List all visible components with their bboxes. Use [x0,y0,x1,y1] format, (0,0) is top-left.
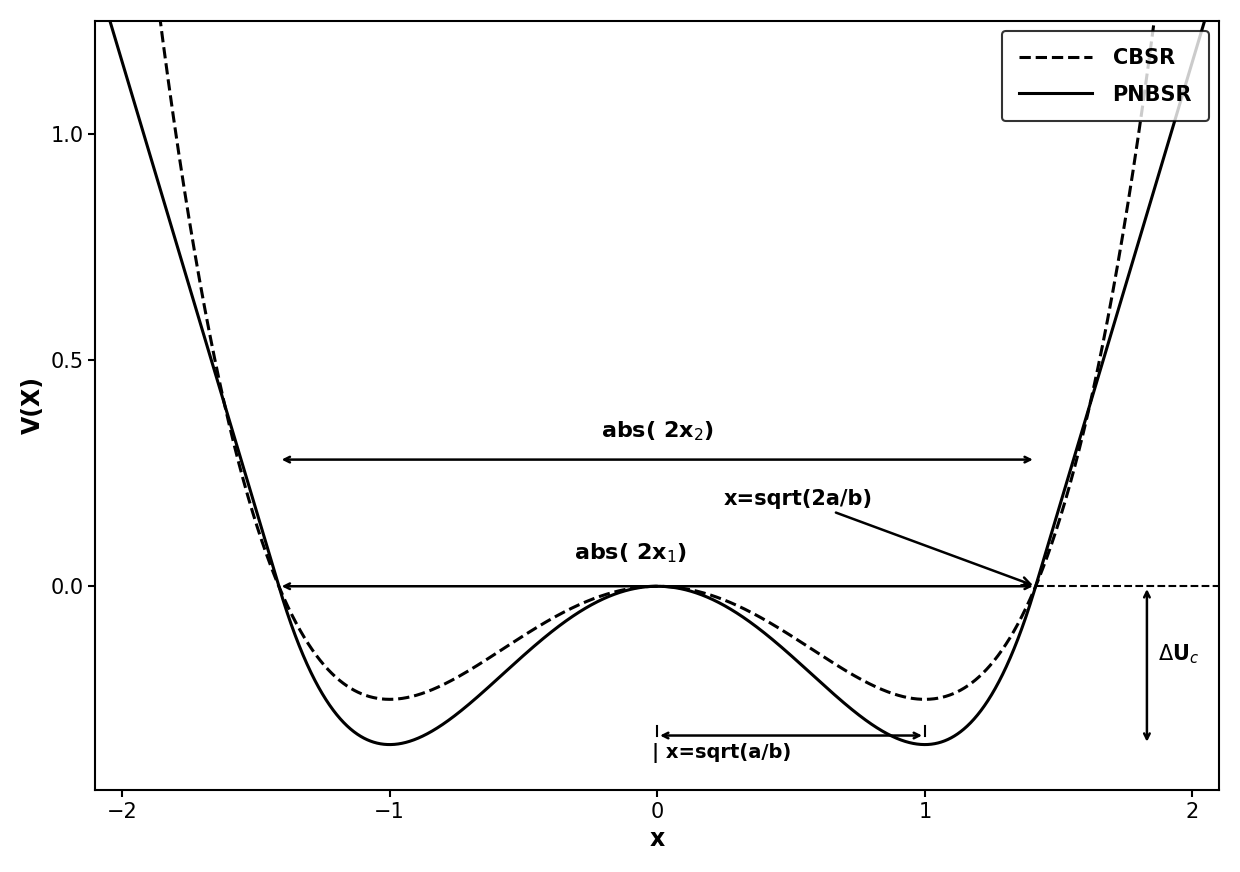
Line: CBSR: CBSR [82,0,1233,699]
Text: abs( 2x$_2$): abs( 2x$_2$) [601,419,714,443]
PNBSR [823,686,838,697]
CBSR [515,631,529,642]
Line: PNBSR: PNBSR [82,0,1233,745]
Y-axis label: V(X): V(X) [21,377,45,434]
CBSR [823,656,838,666]
PNBSR [284,618,299,629]
PNBSR [1021,605,1035,616]
CBSR [1021,598,1035,609]
CBSR [934,692,949,703]
X-axis label: x: x [650,828,665,851]
PNBSR [515,651,529,662]
CBSR [765,619,780,630]
PNBSR [765,634,780,644]
Text: $\Delta$U$_c$: $\Delta$U$_c$ [1158,643,1199,666]
CBSR [382,694,397,705]
PNBSR [382,739,397,750]
Text: x=sqrt(2a/b): x=sqrt(2a/b) [724,489,1030,585]
CBSR [284,608,299,618]
Text: abs( 2x$_1$): abs( 2x$_1$) [574,542,687,565]
Legend: CBSR, PNBSR: CBSR, PNBSR [1002,31,1209,121]
Text: | x=sqrt(a/b): | x=sqrt(a/b) [652,743,791,763]
PNBSR [934,737,949,747]
